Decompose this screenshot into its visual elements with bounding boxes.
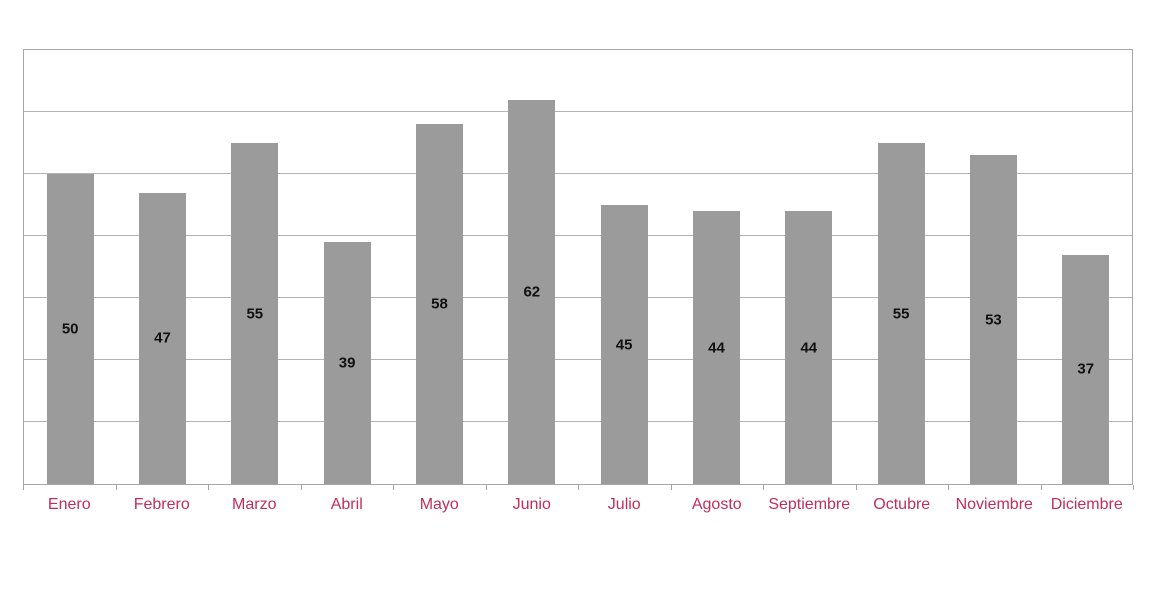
x-label-diciembre: Diciembre <box>1050 496 1123 513</box>
axis-tick <box>670 485 672 490</box>
axis-tick <box>763 485 764 490</box>
axis-tick <box>23 485 24 490</box>
bar-febrero: 47 <box>138 192 186 484</box>
bar-value-label: 62 <box>523 283 541 301</box>
bar-value-label: 58 <box>431 295 448 313</box>
bar-value-label: 55 <box>892 305 910 322</box>
axis-tick <box>393 485 394 490</box>
bar-marzo: 55 <box>231 143 279 484</box>
bar-value-label: 45 <box>615 336 633 353</box>
bar-value-label: 53 <box>985 311 1002 329</box>
x-label-febrero: Febrero <box>133 496 190 513</box>
x-label-octubre: Octubre <box>873 496 931 513</box>
gridline <box>24 421 1132 422</box>
axis-tick <box>855 485 857 490</box>
axis-tick <box>1133 485 1134 490</box>
bar-value-label: 37 <box>1077 360 1095 378</box>
x-label-mayo: Mayo <box>419 496 459 513</box>
bar-slot-enero: 50 <box>24 50 116 484</box>
bar-abril: 39 <box>323 242 371 484</box>
bar-series: 50 47 55 39 58 62 45 44 44 55 53 37 <box>24 50 1132 484</box>
bar-value-label: 39 <box>338 354 356 372</box>
x-label-marzo: Marzo <box>232 496 277 513</box>
bar-slot-septiembre: 44 <box>763 50 855 484</box>
axis-tick <box>485 485 487 490</box>
bar-slot-noviembre: 53 <box>947 50 1039 484</box>
bar-noviembre: 53 <box>969 155 1017 484</box>
axis-tick <box>578 485 579 490</box>
bar-octubre: 55 <box>877 143 925 484</box>
x-label-enero: Enero <box>47 496 91 513</box>
bar-slot-mayo: 58 <box>393 50 485 484</box>
x-label-septiembre: Septiembre <box>768 496 851 513</box>
gridline <box>24 111 1132 112</box>
x-label-abril: Abril <box>330 496 363 513</box>
bar-slot-abril: 39 <box>301 50 393 484</box>
bar-value-label: 55 <box>246 305 264 322</box>
axis-tick <box>300 485 302 490</box>
bar-septiembre: 44 <box>785 211 833 484</box>
axis-tick <box>1040 485 1042 490</box>
gridline <box>24 359 1132 360</box>
axis-tick <box>115 485 117 490</box>
x-label-junio: Junio <box>512 496 551 513</box>
axis-tick <box>948 485 949 490</box>
bar-value-label: 44 <box>708 339 725 357</box>
bar-value-label: 50 <box>61 320 79 338</box>
bar-slot-agosto: 44 <box>670 50 762 484</box>
bar-slot-febrero: 47 <box>116 50 208 484</box>
bar-slot-diciembre: 37 <box>1040 50 1132 484</box>
axis-tick <box>208 485 209 490</box>
x-label-noviembre: Noviembre <box>955 496 1033 513</box>
x-axis-labels: Enero Febrero Marzo Abril Mayo Junio Julio Agos… <box>23 496 1133 514</box>
x-label-agosto: Agosto <box>691 496 742 513</box>
bar-enero: 50 <box>46 174 94 484</box>
plot-area: 50 47 55 39 58 62 45 44 44 55 53 37 <box>23 49 1133 485</box>
bar-slot-julio: 45 <box>578 50 670 484</box>
bar-diciembre: 37 <box>1062 254 1110 484</box>
bar-julio: 45 <box>600 205 648 484</box>
gridline <box>24 235 1132 236</box>
bar-value-label: 47 <box>154 329 171 347</box>
bar-slot-junio: 62 <box>486 50 578 484</box>
bar-value-label: 44 <box>800 339 818 357</box>
bar-junio: 62 <box>508 99 556 484</box>
x-label-julio: Julio <box>607 496 641 513</box>
bar-agosto: 44 <box>692 211 740 484</box>
bar-slot-octubre: 55 <box>855 50 947 484</box>
bar-slot-marzo: 55 <box>209 50 301 484</box>
bar-mayo: 58 <box>415 124 463 484</box>
gridline <box>24 297 1132 298</box>
gridline <box>24 173 1132 174</box>
